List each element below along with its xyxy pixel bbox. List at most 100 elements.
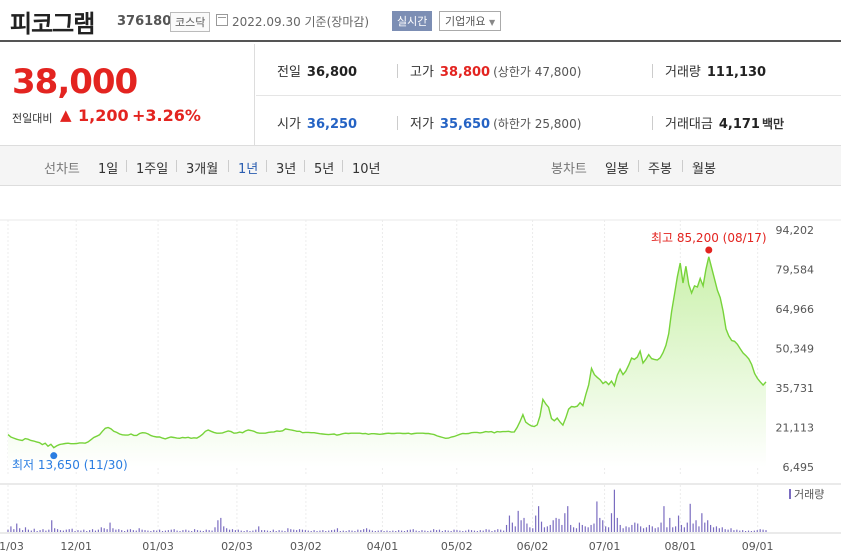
volume-bar — [106, 529, 108, 532]
volume-bar — [223, 526, 225, 532]
volume-bar — [427, 531, 429, 532]
volume-bar — [188, 530, 190, 532]
volume-bar — [275, 531, 277, 532]
volume-bar — [561, 524, 563, 532]
stat-amount: 거래대금 4,171 백만 — [665, 113, 784, 132]
volume-bar — [552, 520, 554, 532]
volume-bar — [296, 530, 298, 532]
volume-bar — [666, 527, 668, 532]
volume-bar — [625, 526, 627, 532]
volume-bar — [147, 530, 149, 532]
volume-legend-swatch — [789, 489, 791, 499]
tab-3m[interactable]: 3개월 — [186, 162, 219, 177]
tab-1d[interactable]: 1일 — [98, 162, 119, 177]
volume-bar — [272, 529, 274, 532]
volume-bar — [421, 530, 423, 532]
volume-bar — [196, 530, 199, 532]
volume-bar — [747, 530, 750, 532]
volume-bar — [683, 527, 685, 532]
volume-bar — [263, 530, 266, 532]
tab-5y[interactable]: 5년 — [314, 162, 335, 177]
realtime-button[interactable]: 실시간 — [392, 11, 433, 31]
volume-bar — [724, 529, 726, 532]
line-chart-label: 선차트 — [44, 162, 80, 177]
volume-bar — [103, 528, 105, 532]
volume-value: 111,130 — [706, 65, 767, 80]
volume-bar — [689, 503, 691, 532]
volume-bar — [570, 524, 572, 532]
volume-bar — [456, 530, 458, 532]
volume-bar — [616, 517, 618, 532]
volume-bar — [453, 529, 455, 532]
tab-monthly[interactable]: 월봉 — [692, 162, 716, 177]
volume-bar — [540, 521, 543, 532]
volume-bar — [325, 531, 327, 532]
volume-bar — [707, 520, 709, 532]
tab-3y[interactable]: 3년 — [276, 162, 297, 177]
stock-header: 피코그램 376180 코스닥 2022.09.30 기준(장마감) 실시간 기… — [0, 0, 841, 42]
volume-bar — [628, 527, 630, 532]
volume-bar — [395, 531, 397, 532]
x-tick-label: 09/01 — [742, 540, 774, 553]
volume-bar — [226, 528, 228, 532]
volume-bar — [663, 506, 665, 532]
volume-bar — [185, 529, 187, 532]
divider — [228, 160, 229, 172]
volume-bar — [68, 529, 70, 532]
volume-bar — [750, 531, 753, 532]
max-label: 최고 85,200 (08/17) — [651, 231, 767, 245]
company-info-button[interactable]: 기업개요 ▼ — [439, 11, 502, 31]
volume-bar — [535, 515, 537, 532]
volume-bar — [16, 523, 18, 532]
volume-bar — [424, 530, 426, 532]
tab-1y[interactable]: 1년 — [238, 162, 259, 177]
x-tick-label: 07/01 — [589, 540, 621, 553]
volume-bar — [677, 515, 680, 532]
prev-label: 전일 — [277, 65, 301, 80]
volume-bar — [83, 529, 85, 532]
volume-bar — [508, 515, 511, 532]
tab-daily[interactable]: 일봉 — [605, 162, 629, 177]
volume-bar — [13, 529, 15, 532]
volume-bar — [578, 522, 581, 532]
y-tick-label: 79,584 — [776, 264, 815, 277]
volume-bar — [30, 530, 32, 532]
volume-bar — [398, 530, 400, 532]
volume-bar — [24, 527, 27, 532]
volume-bar — [736, 529, 738, 532]
x-tick-label: 01/03 — [142, 540, 174, 553]
volume-bar — [680, 524, 683, 532]
tab-10y[interactable]: 10년 — [352, 162, 381, 177]
volume-bar — [191, 531, 193, 532]
volume-bar — [164, 530, 167, 532]
volume-bar — [441, 531, 443, 532]
amount-unit: 백만 — [761, 117, 785, 131]
divider — [176, 160, 177, 172]
x-tick-label: 05/02 — [441, 540, 473, 553]
stat-volume: 거래량 111,130 — [665, 61, 766, 80]
min-label: 최저 13,650 (11/30) — [12, 458, 128, 472]
volume-bar — [112, 528, 114, 532]
volume-bar — [365, 528, 368, 532]
volume-bar — [220, 517, 222, 532]
volume-bar — [144, 530, 146, 532]
volume-bar — [118, 529, 120, 532]
divider — [397, 116, 398, 130]
x-tick-label: 04/01 — [367, 540, 399, 553]
y-tick-label: 50,349 — [776, 343, 815, 356]
volume-bar — [182, 530, 184, 532]
volume-bar — [94, 530, 97, 532]
volume-bar — [121, 530, 123, 532]
open-value: 36,250 — [306, 117, 358, 132]
volume-bar — [135, 530, 137, 532]
volume-bar — [368, 529, 371, 532]
tab-weekly[interactable]: 주봉 — [648, 162, 672, 177]
volume-bar — [179, 531, 181, 532]
stock-name: 피코그램 — [10, 10, 95, 38]
volume-bar — [412, 529, 414, 532]
volume-bar — [622, 528, 624, 532]
volume-bar — [360, 530, 362, 532]
tab-1w[interactable]: 1주일 — [136, 162, 169, 177]
x-tick-label: 11/03 — [0, 540, 24, 553]
stat-open: 시가 36,250 — [277, 113, 357, 132]
